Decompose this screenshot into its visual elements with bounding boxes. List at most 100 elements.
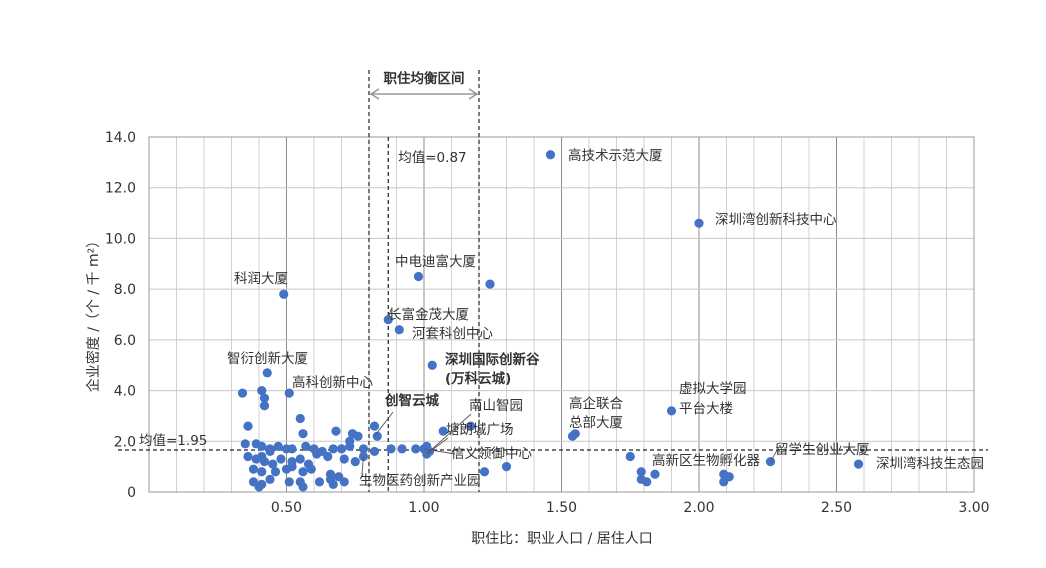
leader-line [426, 413, 472, 455]
data-point [257, 467, 267, 477]
point-label: 高企联合 [569, 395, 623, 412]
data-point [636, 467, 646, 477]
data-point [312, 449, 322, 459]
data-points [237, 150, 864, 492]
data-point [298, 482, 308, 492]
point-label: 虚拟大学园 [679, 381, 747, 397]
data-point [479, 467, 490, 477]
data-point [345, 441, 355, 451]
data-point [301, 441, 311, 451]
x-tick-label: 0.50 [271, 500, 302, 516]
point-label: 塘朗城广场 [446, 422, 514, 438]
data-point [287, 444, 297, 454]
x-mean-label: 均值=0.87 [398, 150, 466, 166]
y-axis-title: 企业密度 /（个 / 千 m²） [85, 234, 102, 392]
data-point [298, 467, 308, 477]
point-label: 科润大厦 [234, 271, 288, 287]
data-point [394, 325, 404, 335]
data-point [853, 459, 864, 469]
data-point [243, 421, 253, 431]
point-label: 信义领御中心 [451, 446, 532, 462]
data-point [284, 477, 294, 487]
point-label: 留学生创业大厦 [775, 442, 870, 458]
data-point [314, 477, 325, 487]
point-label: 深圳国际创新谷 [445, 351, 540, 368]
leader-line [423, 448, 456, 455]
data-point [724, 472, 734, 482]
y-tick-label: 8.0 [114, 282, 136, 298]
data-point [413, 271, 424, 282]
data-point [642, 477, 652, 487]
data-point [268, 459, 278, 469]
point-label: 总部大厦 [569, 415, 623, 431]
data-point [328, 479, 338, 489]
data-point [265, 474, 275, 484]
plot-frame [148, 136, 975, 493]
data-point [339, 454, 349, 464]
data-point [273, 441, 283, 451]
data-point [545, 150, 556, 160]
data-point [666, 406, 677, 416]
point-label: 高新区生物孵化器 [652, 452, 760, 469]
data-point [295, 454, 305, 464]
x-axis-title: 职住比：职业人口 / 居住人口 [471, 531, 653, 547]
data-point [257, 451, 267, 462]
leader-line [387, 308, 392, 320]
data-point [694, 218, 704, 228]
data-point [265, 446, 275, 457]
y-tick-label: 14.0 [105, 130, 136, 146]
point-label: 平台大楼 [679, 401, 733, 417]
y-mean-label: 均值=1.95 [139, 433, 207, 449]
point-label: 深圳湾科技生态园 [876, 455, 984, 472]
leader-line [426, 437, 449, 455]
data-point [259, 393, 270, 403]
x-tick-label: 1.00 [408, 500, 439, 516]
y-tick-label: 2.0 [114, 434, 136, 450]
point-label: 深圳湾创新科技中心 [715, 211, 837, 228]
data-point [501, 462, 512, 472]
data-point [336, 444, 347, 454]
data-point [427, 360, 437, 370]
data-point [257, 441, 267, 451]
data-point [386, 444, 396, 454]
data-point [369, 446, 380, 457]
grid [148, 136, 975, 493]
data-point [254, 482, 264, 492]
data-point [262, 368, 272, 378]
data-point [650, 469, 660, 479]
point-label: 南山智园 [469, 398, 523, 414]
point-label: (万科云城) [445, 370, 511, 387]
data-point [248, 464, 259, 474]
y-tick-label: 12.0 [105, 181, 136, 197]
data-point [369, 421, 380, 431]
data-point [270, 467, 281, 477]
y-tick-label: 4.0 [114, 384, 136, 400]
data-point [287, 462, 297, 472]
x-tick-label: 2.50 [821, 500, 852, 516]
data-point [237, 388, 248, 398]
data-point [567, 431, 578, 441]
annotations: 高技术示范大厦深圳湾创新科技中心中电迪富大厦科润大厦长富金茂大厦河套科创中心深圳… [227, 147, 984, 489]
y-tick-label: 10.0 [105, 231, 136, 247]
leader-line [770, 446, 780, 462]
data-point [411, 444, 421, 454]
leader-line [361, 456, 364, 475]
data-point [257, 385, 267, 396]
point-label: 生物医药创新产业园 [359, 473, 481, 489]
data-point [350, 456, 360, 467]
data-point [284, 388, 294, 398]
data-point [625, 451, 635, 462]
leader-line [374, 411, 394, 437]
y-tick-label: 6.0 [114, 333, 136, 349]
band-arrow-left-head [369, 88, 380, 100]
data-point [438, 426, 448, 436]
x-tick-label: 2.00 [683, 500, 714, 516]
point-label: 创智云城 [384, 392, 439, 409]
data-point [466, 421, 476, 431]
data-point [331, 426, 341, 436]
band-arrow-right-head [468, 88, 479, 100]
data-point [323, 451, 333, 462]
data-point [397, 444, 407, 454]
